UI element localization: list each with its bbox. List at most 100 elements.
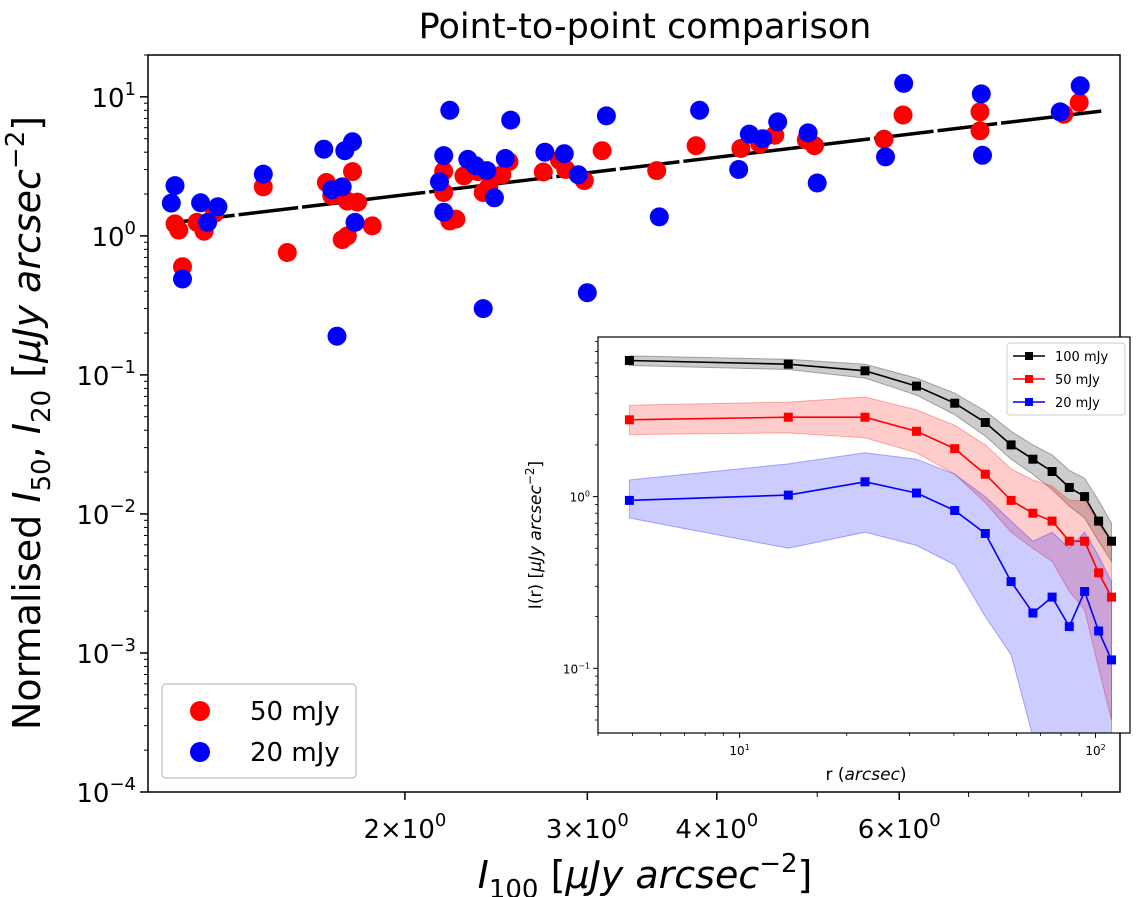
point-20mjy: [198, 212, 218, 232]
marker-100mjy: [1080, 492, 1090, 502]
point-20mjy: [440, 100, 460, 120]
marker-20mjy: [1028, 608, 1038, 618]
point-50mjy: [533, 162, 553, 182]
point-50mjy: [686, 136, 706, 156]
inset-y-tick-label: 100: [570, 490, 590, 505]
point-20mjy: [165, 176, 185, 196]
point-20mjy: [314, 139, 334, 159]
main-axis-ticks: 101 100 10−1 10−2 10−3 10−4 2×100 3×100 4×100 6×1…: [76, 54, 1083, 845]
inset-y-tick-label: 10−1: [563, 661, 590, 676]
marker-20mjy: [1107, 655, 1116, 665]
marker-100mjy: [860, 366, 870, 376]
point-20mjy: [208, 197, 228, 217]
marker-100mjy: [783, 359, 793, 369]
band-20mjy: [628, 452, 1112, 733]
marker-20mjy: [980, 529, 990, 538]
point-20mjy: [807, 173, 827, 193]
x-tick-label: 4×100: [675, 810, 758, 845]
point-20mjy: [577, 283, 597, 303]
point-20mjy: [596, 106, 616, 126]
inset-legend: 100 mJy 50 mJy 20 mJy: [1006, 342, 1126, 416]
y-tick-label: 10−3: [76, 635, 136, 670]
legend-marker-20mjy: [190, 742, 210, 762]
inset-error-bands: [628, 355, 1112, 733]
y-tick-label: 10−2: [76, 496, 136, 531]
y-axis-label: Normalised I50, I20 [μJy arcsec−2]: [1, 116, 57, 730]
point-20mjy: [473, 299, 493, 319]
marker-50mjy: [1064, 536, 1074, 546]
inset-chart: 100 10−1 101 102 r (arcsec) I(r) [μJy arcse…: [523, 336, 1131, 785]
inset-plot-frame: [597, 336, 1131, 734]
y-tick-label: 10−4: [76, 774, 136, 809]
point-20mjy: [535, 142, 555, 162]
marker-100mjy: [1107, 536, 1116, 546]
marker-50mjy: [1006, 495, 1016, 505]
marker-100mjy: [1006, 440, 1016, 450]
point-50mjy: [970, 121, 990, 141]
point-50mjy: [277, 243, 297, 262]
marker-50mjy: [1028, 508, 1038, 518]
x-tick-label: 2×100: [363, 810, 446, 845]
point-20mjy: [327, 326, 347, 346]
marker-100mjy: [1094, 516, 1104, 526]
marker-50mjy: [1047, 516, 1057, 526]
point-20mjy: [173, 269, 192, 289]
x-tick-label: 3×100: [546, 810, 629, 845]
marker-50mjy: [980, 469, 990, 479]
x-tick-label: 6×100: [858, 810, 941, 845]
marker-50mjy: [783, 412, 793, 422]
marker-20mjy: [950, 506, 960, 515]
marker-100mjy: [624, 356, 634, 365]
marker-100mjy: [980, 418, 990, 427]
point-20mjy: [161, 193, 181, 213]
legend-box: [161, 683, 357, 779]
inset-legend-box: [1006, 342, 1126, 416]
point-50mjy: [362, 216, 382, 236]
point-20mjy: [343, 132, 362, 152]
point-20mjy: [1050, 102, 1070, 122]
point-20mjy: [568, 165, 588, 185]
point-20mjy: [253, 164, 273, 184]
legend-label-20mjy: 20 mJy: [250, 738, 340, 768]
point-20mjy: [434, 202, 454, 222]
marker-100mjy: [1064, 483, 1074, 492]
point-50mjy: [874, 129, 894, 149]
point-50mjy: [343, 162, 362, 182]
marker-100mjy: [1047, 467, 1057, 476]
y-tick-label: 101: [91, 79, 136, 114]
point-20mjy: [894, 73, 914, 93]
marker-50mjy: [912, 426, 921, 436]
point-20mjy: [495, 149, 515, 168]
point-20mjy: [554, 144, 574, 164]
marker-20mjy: [1006, 577, 1016, 587]
inset-legend-marker-100mjy: [1025, 352, 1033, 360]
point-20mjy: [753, 129, 773, 149]
marker-50mjy: [860, 412, 870, 422]
scatter-points: [161, 73, 1090, 346]
marker-20mjy: [860, 477, 870, 487]
inset-legend-marker-50mjy: [1025, 375, 1033, 383]
point-20mjy: [973, 145, 992, 165]
point-20mjy: [477, 161, 497, 181]
point-20mjy: [501, 110, 521, 130]
point-50mjy: [647, 161, 667, 181]
marker-100mjy: [912, 381, 921, 391]
point-50mjy: [893, 105, 913, 125]
point-20mjy: [345, 212, 365, 232]
marker-20mjy: [1064, 622, 1074, 632]
point-50mjy: [592, 141, 612, 161]
inset-axis-ticks: 100 10−1 101 102: [563, 341, 1106, 758]
point-20mjy: [430, 172, 449, 192]
inset-x-tick-label: 102: [1085, 743, 1105, 758]
inset-legend-label-100mjy: 100 mJy: [1055, 350, 1108, 365]
main-legend: 50 mJy 20 mJy: [161, 683, 357, 779]
inset-y-axis-label: I(r) [μJy arcsec−2]: [523, 461, 546, 609]
band-100mjy: [628, 355, 1112, 564]
point-50mjy: [169, 220, 189, 240]
y-tick-label: 10−1: [76, 357, 136, 392]
chart-title: Point-to-point comparison: [419, 7, 872, 47]
marker-20mjy: [1047, 592, 1057, 602]
point-50mjy: [348, 192, 367, 212]
inset-x-axis-label: r (arcsec): [825, 765, 906, 785]
